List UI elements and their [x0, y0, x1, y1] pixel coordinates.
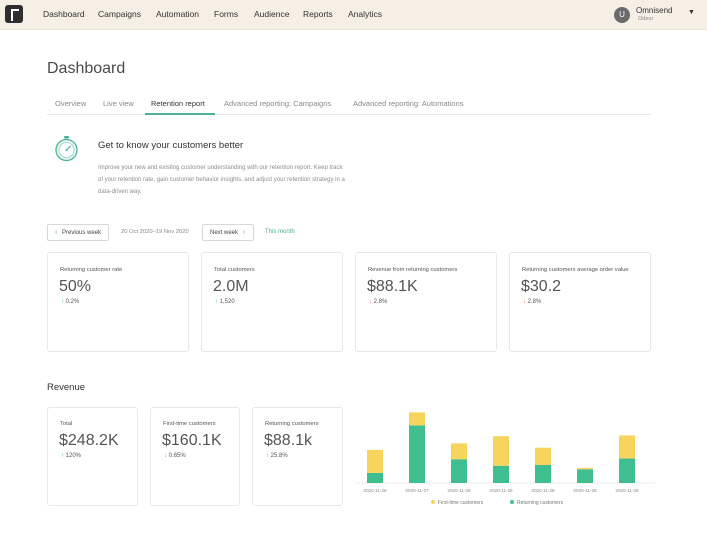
bar-returning-6[interactable]: [619, 458, 635, 483]
revenue-label: Returning customers: [265, 421, 319, 427]
metric-value: 2.0M: [213, 278, 249, 295]
tab-divider: [47, 114, 651, 115]
bar-first-time-4[interactable]: [535, 447, 551, 465]
x-tick-label: 2020-11-28: [573, 488, 597, 493]
nav-audience[interactable]: Audience: [254, 9, 290, 19]
nav-dashboard[interactable]: Dashboard: [43, 9, 85, 19]
bar-returning-2[interactable]: [451, 459, 467, 483]
bar-returning-4[interactable]: [535, 465, 551, 483]
metric-card-avg-order-value: Returning customers average order value …: [509, 252, 651, 352]
metric-value: $88.1K: [367, 278, 418, 295]
metric-card-returning-rate: Returning customer rate 50% ↑ 0.2%: [47, 252, 189, 352]
bar-first-time-6[interactable]: [619, 435, 635, 459]
metric-card-total-customers: Total customers 2.0M ↑ 1,520: [201, 252, 343, 352]
revenue-label: Total: [60, 421, 73, 427]
bar-first-time-5[interactable]: [577, 467, 593, 470]
metric-label: Total customers: [214, 267, 255, 273]
arrow-down-icon: ↓: [523, 299, 526, 305]
bar-first-time-0[interactable]: [367, 449, 383, 473]
next-week-label: Next week: [210, 230, 239, 236]
revenue-change: ↑ 25.8%: [266, 453, 288, 459]
legend-label: First-time customers: [438, 500, 484, 506]
chevron-down-icon[interactable]: ▼: [688, 9, 695, 16]
chevron-right-icon: ›: [242, 229, 246, 236]
bar-returning-3[interactable]: [493, 465, 509, 483]
nav-automation[interactable]: Automation: [156, 9, 199, 19]
revenue-section-title: Revenue: [47, 382, 86, 393]
arrow-up-icon: ↑: [266, 453, 269, 459]
previous-week-label: Previous week: [62, 230, 102, 236]
tab-live-view[interactable]: Live view: [103, 99, 134, 108]
arrow-down-icon: ↓: [369, 299, 372, 305]
previous-week-button[interactable]: ‹ Previous week: [47, 224, 109, 241]
tab-overview[interactable]: Overview: [55, 99, 87, 108]
tab-advanced-campaigns[interactable]: Advanced reporting: Campaigns: [224, 99, 332, 108]
info-description: Improve your new and existing customer u…: [98, 165, 345, 195]
stopwatch-icon: [55, 136, 78, 162]
metric-label: Returning customer rate: [60, 267, 123, 273]
next-week-button[interactable]: Next week ›: [202, 224, 254, 241]
account-name[interactable]: Omnisend: [636, 6, 673, 15]
user-avatar[interactable]: U: [614, 7, 630, 23]
active-tab-indicator: [145, 113, 215, 115]
legend-marker: [431, 500, 435, 504]
page-title: Dashboard: [47, 60, 126, 77]
x-tick-label: 2020-11-27: [405, 488, 429, 493]
revenue-change: ↓ 0.65%: [164, 453, 186, 459]
nav-forms[interactable]: Forms: [214, 9, 239, 19]
this-month-link[interactable]: This month: [265, 229, 295, 235]
omnisend-logo-icon[interactable]: [5, 5, 23, 23]
metric-change: ↓ 2.8%: [523, 299, 542, 305]
x-tick-label: 2020-11-28: [531, 488, 555, 493]
x-tick-label: 2020-11-28: [615, 488, 639, 493]
revenue-card-total: Total $248.2K ↑ 120%: [47, 407, 138, 506]
revenue-value: $248.2K: [59, 432, 119, 449]
top-navigation-bar: Dashboard Campaigns Automation Forms Aud…: [0, 0, 707, 30]
metric-change: ↑ 0.2%: [61, 299, 80, 305]
revenue-value: $88.1k: [264, 432, 313, 449]
info-title: Get to know your customers better: [98, 140, 244, 151]
nav-reports[interactable]: Reports: [303, 9, 333, 19]
bar-returning-5[interactable]: [577, 469, 593, 483]
legend-marker: [510, 500, 514, 504]
tab-advanced-automations[interactable]: Advanced reporting: Automations: [353, 99, 464, 108]
revenue-card-returning: Returning customers $88.1k ↑ 25.8%: [252, 407, 343, 506]
chevron-left-icon: ‹: [55, 229, 58, 236]
bar-first-time-1[interactable]: [409, 412, 425, 426]
date-range: 20 Oct 2020–19 Nov 2020: [121, 229, 189, 235]
metric-card-revenue-returning: Revenue from returning customers $88.1K …: [355, 252, 497, 352]
metric-label: Revenue from returning customers: [368, 267, 458, 273]
account-subtitle: Odeur: [638, 16, 654, 22]
revenue-value: $160.1K: [162, 432, 222, 449]
x-tick-label: 2020-11-26: [363, 488, 387, 493]
revenue-stacked-bar-chart: 2020-11-26 2020-11-27 2020-11-28 2020-11-28…: [355, 412, 655, 506]
nav-analytics[interactable]: Analytics: [348, 9, 383, 19]
metric-value: 50%: [59, 278, 92, 295]
bar-returning-0[interactable]: [367, 472, 383, 483]
revenue-label: First-time customers: [163, 421, 216, 427]
arrow-up-icon: ↑: [215, 299, 218, 305]
metric-value: $30.2: [521, 278, 562, 295]
bar-first-time-3[interactable]: [493, 436, 509, 466]
x-tick-label: 2020-11-28: [489, 488, 513, 493]
revenue-card-first-time: First-time customers $160.1K ↓ 0.65%: [150, 407, 240, 506]
arrow-down-icon: ↓: [164, 453, 167, 459]
tab-retention-report[interactable]: Retention report: [151, 99, 205, 108]
bar-first-time-2[interactable]: [451, 443, 467, 460]
arrow-up-icon: ↑: [61, 453, 64, 459]
bar-returning-1[interactable]: [409, 425, 425, 483]
arrow-up-icon: ↑: [61, 299, 64, 305]
x-tick-label: 2020-11-28: [447, 488, 471, 493]
metric-change: ↓ 2.8%: [369, 299, 388, 305]
metric-change: ↑ 1,520: [215, 299, 235, 305]
nav-campaigns[interactable]: Campaigns: [98, 9, 141, 19]
metric-label: Returning customers average order value: [522, 267, 629, 273]
revenue-change: ↑ 120%: [61, 453, 82, 459]
legend-label: Returning customers: [517, 500, 564, 506]
